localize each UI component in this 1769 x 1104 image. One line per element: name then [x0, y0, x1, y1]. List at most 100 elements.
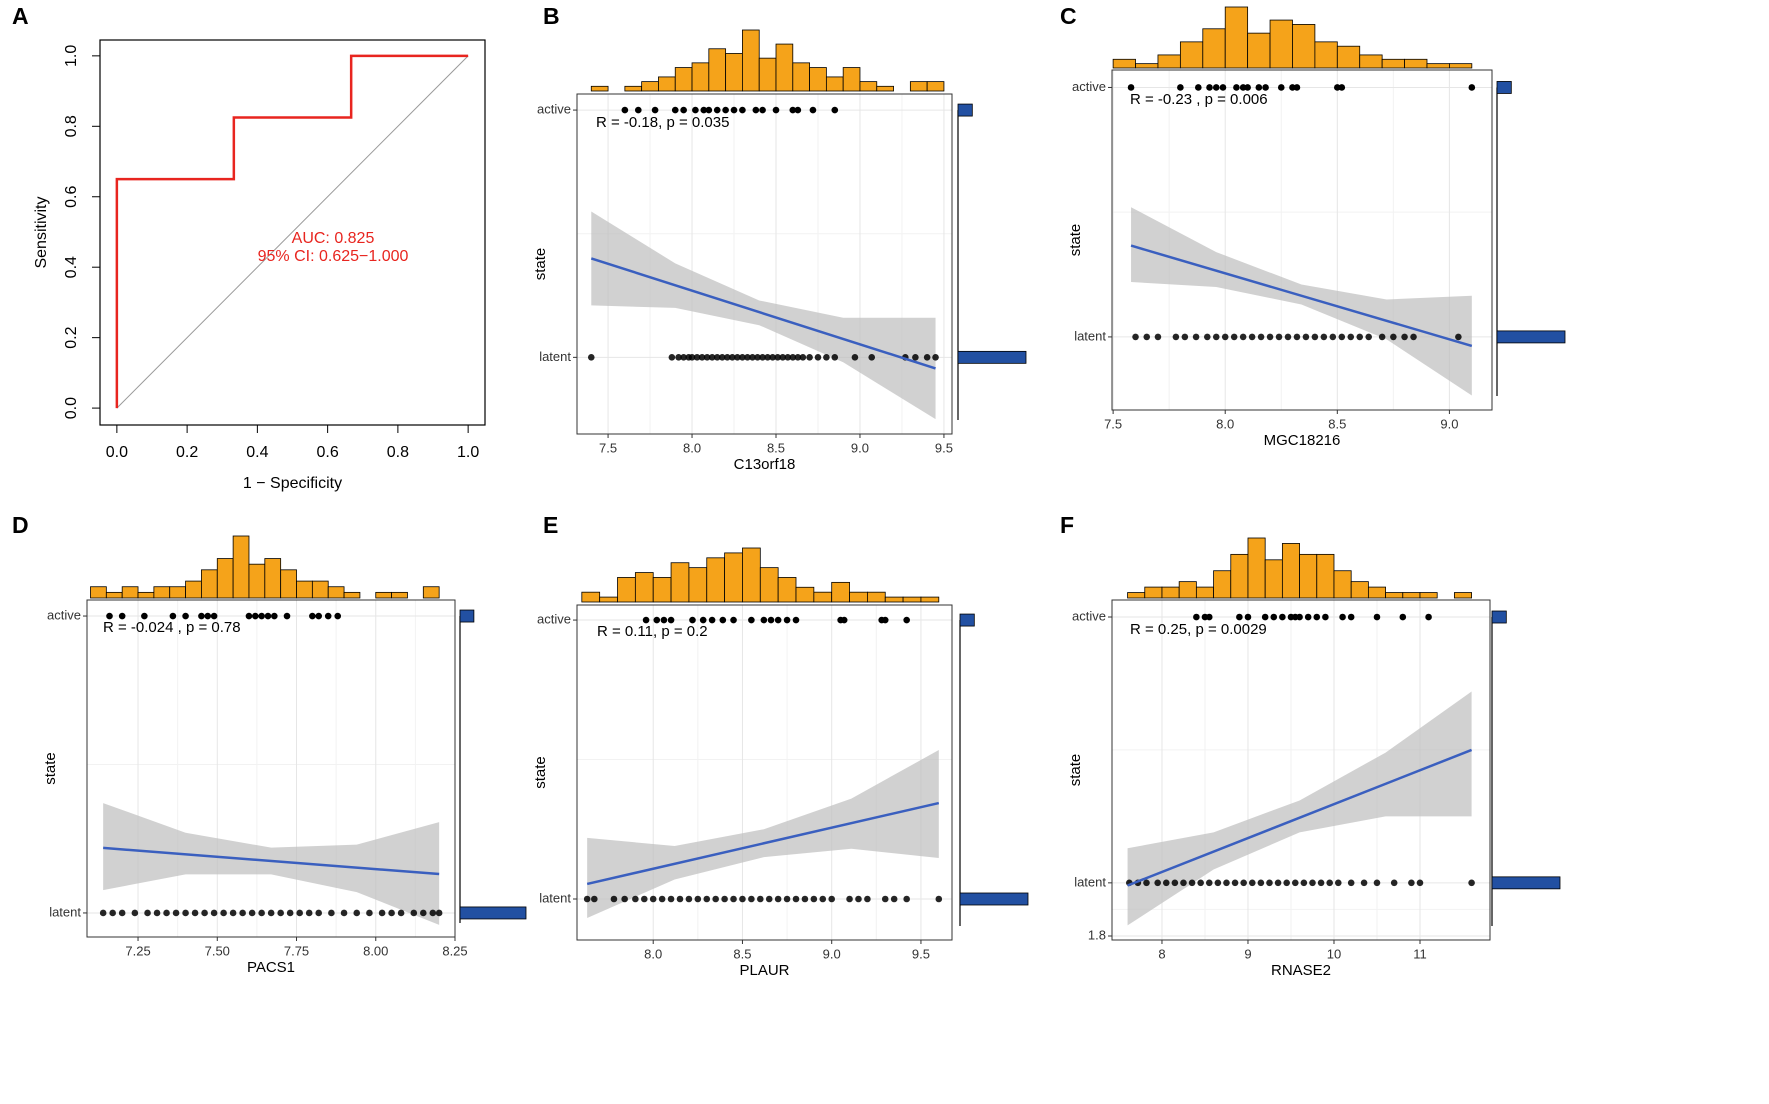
point [1181, 333, 1189, 341]
point [1203, 333, 1211, 341]
histogram-bar [691, 62, 710, 92]
point [1180, 879, 1187, 887]
histogram-bar [624, 85, 643, 92]
y-tick-label: active [537, 102, 571, 117]
point [642, 616, 650, 624]
histogram-bar [775, 43, 794, 92]
state-bar [459, 906, 527, 920]
roc-curve [115, 54, 469, 409]
regression-line [1130, 244, 1473, 348]
point [713, 354, 721, 361]
point [744, 354, 751, 361]
x-tick-label: 8 [1158, 946, 1165, 961]
y-tick-label: latent [539, 890, 571, 905]
panel-label: A [12, 3, 29, 29]
histogram-bar [813, 591, 833, 603]
point [730, 616, 737, 624]
y-tick-label: latent [1074, 874, 1106, 889]
point [1197, 879, 1204, 887]
point [1127, 84, 1135, 91]
point [1262, 84, 1269, 91]
point [1270, 613, 1278, 621]
x-axis-title: C13orf18 [734, 456, 796, 473]
point [210, 909, 218, 917]
histogram-bar [581, 591, 601, 603]
histogram-bar [658, 76, 676, 92]
point [1365, 333, 1372, 341]
point [1248, 879, 1256, 887]
point [759, 106, 766, 114]
y-axis-title: state [42, 752, 59, 785]
point [851, 354, 859, 361]
x-tick-label: 8.5 [733, 946, 751, 961]
point [1154, 879, 1161, 887]
point [1322, 613, 1329, 621]
point [708, 354, 716, 361]
confidence-band [1131, 207, 1472, 396]
plot-border [576, 604, 953, 941]
x-tick-label: 9.5 [935, 440, 953, 455]
histogram-bar [169, 586, 186, 599]
panel-label: D [12, 512, 29, 538]
histogram-bar [185, 580, 202, 599]
histogram-bar [1224, 6, 1249, 69]
point [718, 354, 726, 361]
point [724, 354, 731, 361]
point [729, 354, 736, 361]
point [1279, 613, 1286, 621]
regression-line [103, 846, 440, 876]
histogram-bar [849, 591, 868, 603]
point [1468, 84, 1476, 91]
point [767, 616, 775, 624]
point [1304, 613, 1312, 621]
point [1291, 879, 1299, 887]
point [774, 895, 782, 903]
histogram-bar [1157, 54, 1181, 69]
state-bar [957, 103, 973, 117]
point [201, 909, 208, 917]
point [739, 106, 746, 114]
point [1192, 333, 1200, 341]
point [754, 354, 761, 361]
point [591, 895, 598, 903]
point [840, 616, 848, 624]
point [258, 612, 265, 620]
histogram-bar [1230, 553, 1249, 599]
point [309, 612, 316, 620]
point [1195, 84, 1202, 91]
histogram-bar [1202, 28, 1226, 69]
point [693, 354, 701, 361]
point [1360, 879, 1368, 887]
histogram-bar [1381, 58, 1405, 69]
point [789, 354, 797, 361]
y-tick-label: 1.0 [63, 45, 80, 67]
point [1143, 879, 1150, 887]
plot-frame [99, 39, 486, 426]
point [204, 612, 212, 620]
point [1309, 879, 1316, 887]
point [783, 616, 791, 624]
point [1275, 333, 1283, 341]
point [1154, 333, 1162, 341]
histogram-bar [920, 596, 940, 603]
point [328, 909, 335, 917]
histogram-bar [859, 81, 878, 92]
point [283, 612, 291, 620]
point [789, 106, 797, 114]
point [397, 909, 405, 917]
point [688, 354, 696, 361]
point [169, 612, 177, 620]
point [749, 354, 756, 361]
point [1221, 333, 1229, 341]
point [734, 354, 741, 361]
point [182, 612, 189, 620]
point [700, 106, 708, 114]
point [1255, 84, 1263, 91]
point [1401, 333, 1408, 341]
point [881, 616, 889, 624]
point [410, 909, 418, 917]
point [353, 909, 361, 917]
annotation: R = -0.18, p = 0.035 [596, 114, 729, 131]
y-tick-label: 0.6 [63, 186, 80, 208]
annotation: AUC: 0.825 [292, 230, 375, 247]
